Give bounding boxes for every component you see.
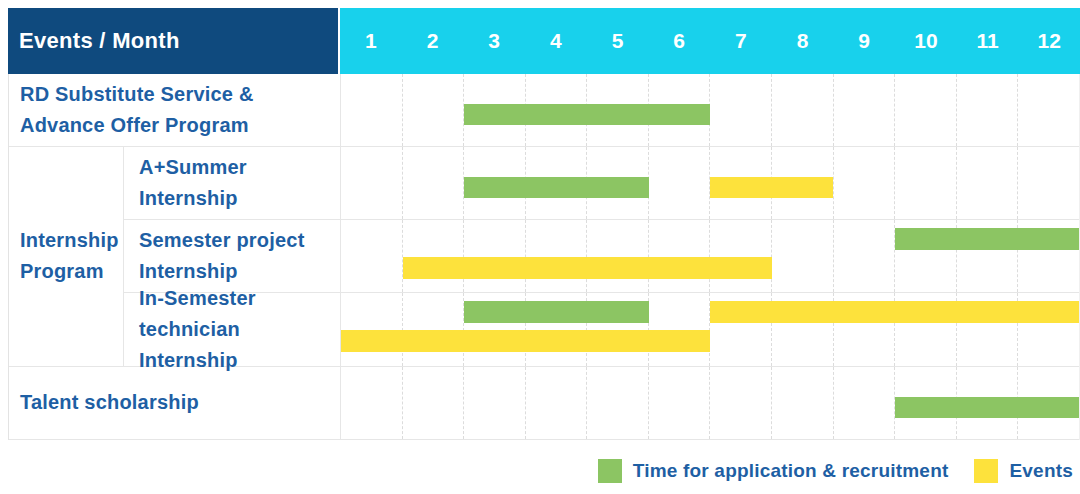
- month-header-10: 10: [895, 8, 957, 74]
- row-label-rd-substitute-service-advance-offer-program: RD Substitute Service & Advance Offer Pr…: [9, 74, 341, 146]
- chart-cell: [341, 74, 1079, 146]
- table-row-semester-project-internship: Semester project Internship: [124, 220, 1079, 293]
- month-column-9: [834, 147, 896, 219]
- bar-green-m10-m12: [895, 397, 1080, 418]
- month-column-5: [587, 220, 649, 292]
- row-label-semester-project-internship: Semester project Internship: [124, 220, 341, 292]
- bar-green-m3-m6: [464, 104, 710, 125]
- month-column-7: [710, 74, 772, 146]
- month-column-1: [341, 147, 403, 219]
- month-column-12: [1018, 74, 1079, 146]
- gantt-schedule-page: Events / Month 123456789101112 RD Substi…: [0, 0, 1080, 494]
- legend-item-events: Events: [974, 459, 1073, 483]
- chart-cell: [341, 293, 1079, 366]
- table-body: RD Substitute Service & Advance Offer Pr…: [8, 74, 1080, 440]
- month-column-2: [403, 147, 465, 219]
- row-label-talent-scholarship: Talent scholarship: [9, 367, 341, 439]
- chart-cell: [341, 147, 1079, 219]
- month-column-10: [895, 147, 957, 219]
- row-label-in-semester-technician-internship: In-Semester technician Internship: [124, 293, 341, 366]
- month-column-6: [649, 147, 711, 219]
- legend-swatch-yellow: [974, 459, 998, 483]
- month-column-1: [341, 220, 403, 292]
- table-header: Events / Month 123456789101112: [8, 8, 1080, 74]
- month-header-5: 5: [587, 8, 649, 74]
- legend-swatch-green: [598, 459, 622, 483]
- month-header-8: 8: [772, 8, 834, 74]
- month-column-6: [649, 220, 711, 292]
- month-column-9: [834, 220, 896, 292]
- month-column-2: [403, 220, 465, 292]
- bar-yellow-m7-m8: [710, 177, 833, 198]
- row-label-a-summer-internship: A+Summer Internship: [124, 147, 341, 219]
- month-column-9: [834, 367, 896, 439]
- bar-yellow-m1-m6: [341, 330, 710, 352]
- legend-label-time-for-application-recruitment: Time for application & recruitment: [633, 460, 949, 482]
- month-header-3: 3: [463, 8, 525, 74]
- month-column-2: [403, 367, 465, 439]
- legend-item-time-for-application-recruitment: Time for application & recruitment: [598, 459, 949, 483]
- month-column-3: [464, 367, 526, 439]
- table-row-talent-scholarship: Talent scholarship: [9, 367, 1079, 440]
- month-column-4: [526, 367, 588, 439]
- month-column-8: [772, 220, 834, 292]
- group-label-internship-program: Internship Program: [9, 147, 124, 366]
- month-column-11: [957, 74, 1019, 146]
- month-header-6: 6: [648, 8, 710, 74]
- gantt-table: Events / Month 123456789101112 RD Substi…: [8, 8, 1080, 440]
- month-column-7: [710, 367, 772, 439]
- bar-yellow-m7-m12: [710, 301, 1079, 323]
- month-header-9: 9: [833, 8, 895, 74]
- month-grid: [341, 74, 1079, 146]
- legend-label-events: Events: [1009, 460, 1073, 482]
- month-column-1: [341, 74, 403, 146]
- bar-yellow-m2-m7: [403, 257, 772, 279]
- month-header-2: 2: [402, 8, 464, 74]
- month-column-6: [649, 367, 711, 439]
- month-column-1: [341, 367, 403, 439]
- month-column-12: [1018, 147, 1079, 219]
- table-row-rd-substitute-service-advance-offer-program: RD Substitute Service & Advance Offer Pr…: [9, 74, 1079, 147]
- bar-green-m10-m12: [895, 228, 1080, 250]
- month-column-8: [772, 367, 834, 439]
- bar-green-m3-m5: [464, 177, 649, 198]
- bar-green-m3-m5: [464, 301, 649, 323]
- chart-cell: [341, 220, 1079, 292]
- group-rows-internship-program: A+Summer InternshipSemester project Inte…: [124, 147, 1079, 366]
- month-header-7: 7: [710, 8, 772, 74]
- month-column-9: [834, 74, 896, 146]
- month-column-3: [464, 220, 526, 292]
- month-column-11: [957, 147, 1019, 219]
- month-header-4: 4: [525, 8, 587, 74]
- table-row-a-summer-internship: A+Summer Internship: [124, 147, 1079, 220]
- month-column-10: [895, 74, 957, 146]
- month-header-1: 1: [340, 8, 402, 74]
- months-header: 123456789101112: [340, 8, 1080, 74]
- group-block-internship-program: Internship ProgramA+Summer InternshipSem…: [9, 147, 1079, 367]
- month-column-5: [587, 367, 649, 439]
- month-column-8: [772, 74, 834, 146]
- month-column-7: [710, 220, 772, 292]
- chart-cell: [341, 367, 1079, 439]
- month-header-11: 11: [957, 8, 1019, 74]
- table-row-in-semester-technician-internship: In-Semester technician Internship: [124, 293, 1079, 366]
- month-column-2: [403, 74, 465, 146]
- month-header-12: 12: [1018, 8, 1080, 74]
- legend: Time for application & recruitment Events: [598, 459, 1073, 483]
- header-events-month-cell: Events / Month: [8, 8, 340, 74]
- month-column-4: [526, 220, 588, 292]
